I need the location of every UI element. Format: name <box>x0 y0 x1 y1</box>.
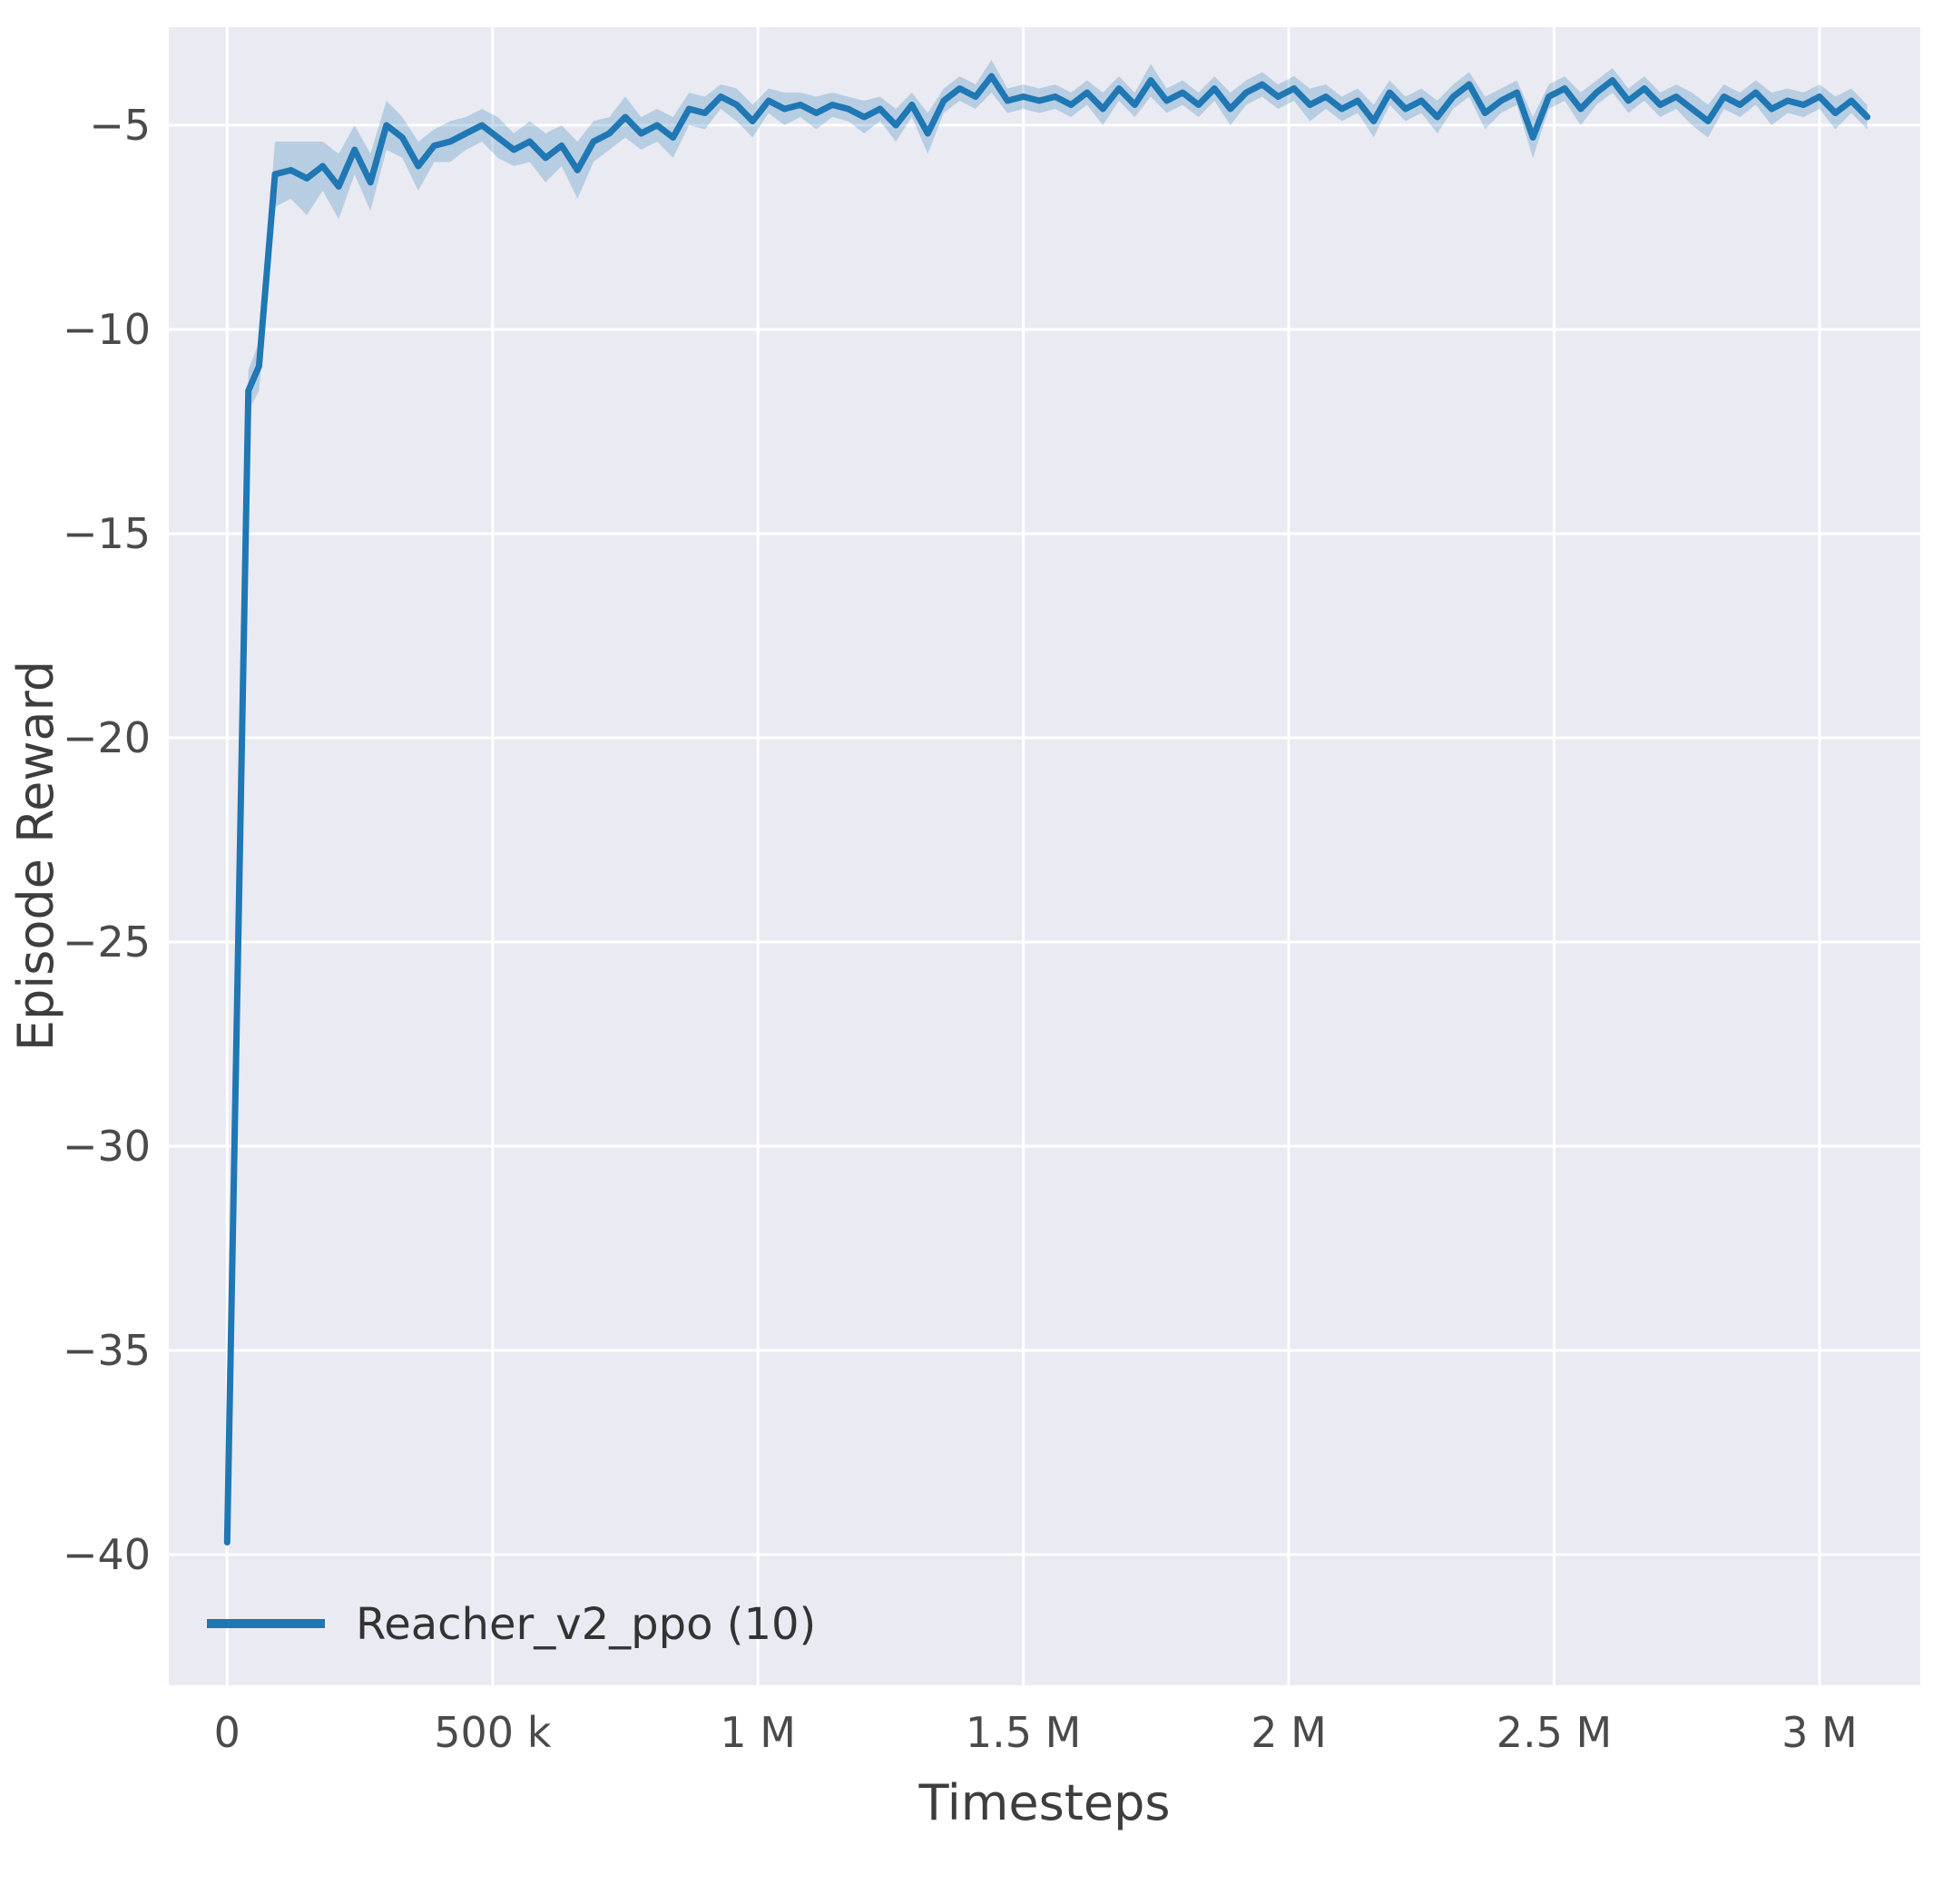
y-tick-label: −10 <box>63 305 151 354</box>
series-line <box>223 73 1870 1546</box>
x-tick-label: 2.5 M <box>1497 1708 1612 1757</box>
y-tick-label: −40 <box>63 1530 151 1579</box>
legend: Reacher_v2_ppo (10) <box>207 1599 816 1650</box>
x-tick-label: 500 k <box>434 1708 551 1757</box>
series-lines <box>223 73 1870 1546</box>
plot-area <box>169 27 1920 1685</box>
x-tick-label: 1.5 M <box>966 1708 1081 1757</box>
x-tick-label: 1 M <box>720 1708 796 1757</box>
y-tick-label: −35 <box>63 1326 151 1375</box>
x-tick-labels: 0 500 k 1 M 1.5 M 2 M 2.5 M 3 M <box>214 1708 1858 1757</box>
x-axis-label: Timesteps <box>918 1774 1170 1831</box>
y-tick-label: −30 <box>63 1122 151 1171</box>
gridlines <box>169 27 1920 1685</box>
y-axis-label: Episode Reward <box>7 661 64 1051</box>
legend-label: Reacher_v2_ppo (10) <box>356 1599 816 1650</box>
y-tick-label: −15 <box>63 509 151 558</box>
x-tick-label: 0 <box>214 1708 240 1757</box>
y-tick-label: −20 <box>63 713 151 762</box>
x-tick-label: 3 M <box>1781 1708 1858 1757</box>
y-tick-labels: −5 −10 −15 −20 −25 −30 −35 −40 <box>63 101 151 1579</box>
y-tick-label: −5 <box>89 101 151 150</box>
x-tick-label: 2 M <box>1251 1708 1327 1757</box>
y-tick-label: −25 <box>63 918 151 967</box>
